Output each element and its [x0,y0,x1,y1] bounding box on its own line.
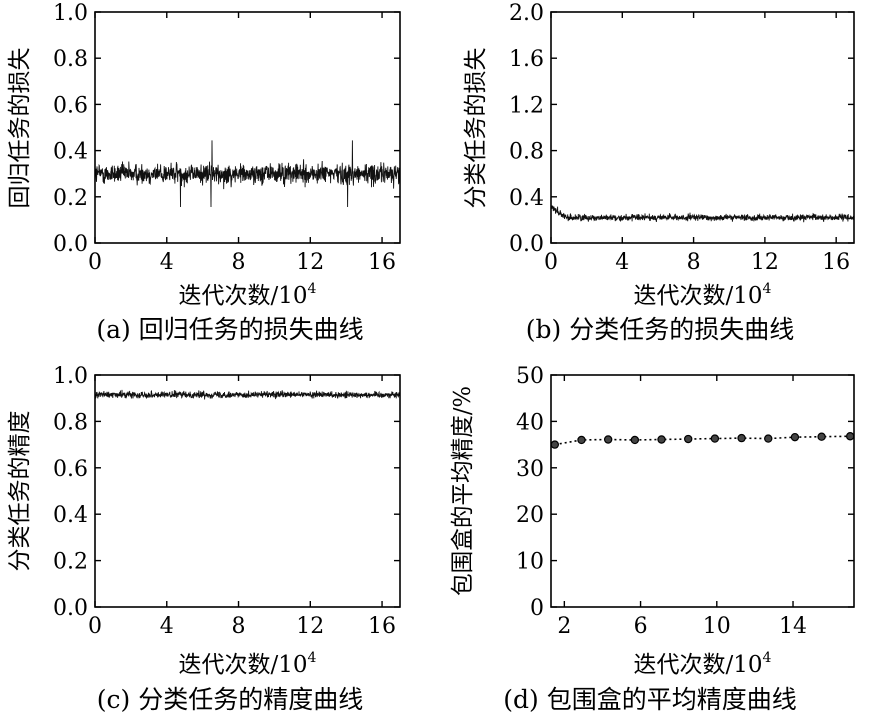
chart-panel-b: 0 4 8 12 16 0.0 0.4 0.8 1.2 1.6 2.0 迭代次数/104 分类任务的损失… [463,1,855,344]
x-axis-label-main: 迭代次数/10 [179,652,308,678]
chart-panel-a: 0 4 8 12 16 0.0 0.2 0.4 0.6 0.8 1.0 迭代次数/104 回归任务的损失… [7,1,401,344]
x-tick-label: 6 [634,614,648,639]
y-tick-label: 30 [516,457,544,482]
x-axis-label: 迭代次数/104 [634,281,772,309]
caption: (c) 分类任务的精度曲线 [97,685,363,714]
y-tick-label: 50 [516,364,544,389]
data-point [684,434,693,444]
x-tick-label: 16 [368,614,396,639]
y-axis-label: 分类任务的精度 [7,411,33,572]
data-point [790,432,800,442]
y-axis-label: 回归任务的损失 [7,48,33,209]
chart-panel-d: 2 6 10 14 0 10 20 30 40 50 迭代次数/104 包围盒的平均精度/% (d) 包… [450,364,855,714]
plot-frame [94,374,401,608]
y-tick-label: 0.6 [53,93,88,118]
data-point [657,435,666,444]
y-tick-label: 0.8 [53,410,88,435]
x-tick-label: 4 [615,250,629,275]
y-tick-label: 1.0 [53,1,88,26]
x-axis-label: 迭代次数/104 [634,650,772,678]
y-tick-label: 0.8 [53,47,88,72]
plot-frame [550,374,855,608]
plot-frame [94,11,401,244]
x-tick-label: 4 [160,614,174,639]
y-tick-label: 0 [530,596,544,621]
x-axis-label-main: 迭代次数/10 [179,283,308,309]
x-axis-label-sup: 4 [763,650,772,666]
y-tick-label: 0.2 [53,550,88,575]
data-point [737,433,746,443]
caption: (a) 回归任务的损失曲线 [96,315,363,344]
x-tick-label: 8 [232,250,246,275]
data-point [577,435,586,445]
y-tick-label: 1.0 [53,364,88,389]
x-axis-label-main: 迭代次数/10 [634,283,763,309]
y-tick-label: 0.4 [53,140,88,165]
y-tick-label: 0.0 [53,596,88,621]
y-axis-label: 包围盒的平均精度/% [450,386,476,596]
plot-frame [550,11,855,244]
x-tick-label: 16 [822,250,850,275]
y-tick-label: 0.6 [53,457,88,482]
y-tick-label: 2.0 [509,1,544,26]
x-tick-label: 8 [232,614,246,639]
data-point [710,434,720,443]
x-axis-label: 迭代次数/104 [179,281,317,309]
x-tick-label: 12 [751,250,779,275]
x-tick-label: 8 [687,250,701,275]
series-line [94,140,401,208]
y-tick-label: 0.4 [53,503,88,528]
data-point [630,435,640,445]
x-axis-label-main: 迭代次数/10 [634,652,763,678]
y-tick-label: 0.8 [509,140,544,165]
caption: (b) 分类任务的损失曲线 [526,315,794,344]
y-tick-label: 0.0 [53,232,88,257]
caption: (d) 包围盒的平均精度曲线 [503,685,796,714]
series-line [94,389,401,400]
y-tick-label: 1.2 [509,93,544,118]
data-point [603,435,613,444]
x-tick-label: 14 [779,614,807,639]
y-axis-label: 分类任务的损失 [463,48,489,209]
series-line [550,205,855,223]
x-tick-label: 2 [557,614,571,639]
x-axis-label-sup: 4 [308,281,317,297]
y-tick-label: 1.6 [509,47,544,72]
y-tick-label: 40 [516,410,544,435]
y-tick-label: 0.0 [509,232,544,257]
x-axis-label-sup: 4 [763,281,772,297]
x-axis-label-sup: 4 [308,650,317,666]
y-tick-label: 10 [516,550,544,575]
x-tick-label: 0 [88,250,102,275]
data-point [845,432,855,441]
y-tick-label: 20 [516,503,544,528]
x-tick-label: 16 [368,250,396,275]
x-tick-label: 12 [296,614,324,639]
data-point [817,432,826,441]
series-line [554,435,851,446]
data-point [550,440,560,449]
x-tick-label: 10 [703,614,731,639]
x-tick-label: 4 [160,250,174,275]
x-tick-label: 0 [88,614,102,639]
x-axis-label: 迭代次数/104 [179,650,317,678]
y-tick-label: 0.2 [53,186,88,211]
x-tick-label: 12 [296,250,324,275]
y-tick-label: 0.4 [509,186,544,211]
data-point [764,434,773,443]
x-tick-label: 0 [544,250,558,275]
chart-panel-c: 0 4 8 12 16 0.0 0.2 0.4 0.6 0.8 1.0 迭代次数/104 分类任务的精度… [7,364,401,714]
